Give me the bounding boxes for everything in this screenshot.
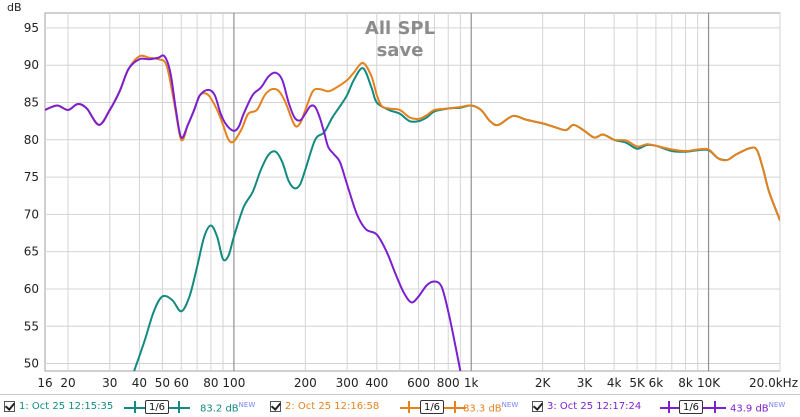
- x-tick-label: 10K: [697, 376, 721, 390]
- series-3-swatch-cap-left: [668, 401, 670, 413]
- y-tick-label: 75: [24, 170, 39, 184]
- y-tick-label: 70: [24, 207, 39, 221]
- y-unit-label: dB: [7, 1, 22, 14]
- y-axis-ticks: 50 55 60 65 70 75 80 85 90 95: [24, 21, 39, 371]
- y-tick-label: 60: [24, 282, 39, 296]
- series-2-level: 83.3 dBNEW: [463, 401, 519, 415]
- series-2-smoothing-button[interactable]: 1/6: [420, 400, 444, 414]
- major-grid: [233, 13, 710, 371]
- x-tick-label: 5K: [629, 376, 646, 390]
- legend-bar: 1: Oct 25 12:15:35 1/6 83.2 dBNEW 2: Oct…: [0, 394, 800, 417]
- series-2-name: 2: Oct 25 12:16:58: [285, 401, 380, 412]
- x-tick-label: 50: [155, 376, 170, 390]
- chart-subtitle: save: [377, 40, 424, 61]
- x-tick-label: 8k: [678, 376, 693, 390]
- series-1-level: 83.2 dBNEW: [200, 401, 256, 415]
- x-tick-label: 1k: [464, 376, 479, 390]
- series-3-level: 43.9 dBNEW: [730, 401, 786, 415]
- y-tick-label: 50: [24, 357, 39, 371]
- x-tick-label: 60: [174, 376, 189, 390]
- y-tick-label: 80: [24, 133, 39, 147]
- series-2-swatch-cap-left: [408, 401, 410, 413]
- y-tick-label: 90: [24, 58, 39, 72]
- series-3-checkbox[interactable]: [532, 401, 543, 412]
- x-tick-label: 20.0kHz: [749, 376, 798, 390]
- x-tick-label: 3K: [577, 376, 594, 390]
- x-tick-label: 4k: [607, 376, 622, 390]
- x-tick-label: 2K: [535, 376, 552, 390]
- x-tick-label: 400: [365, 376, 388, 390]
- series-1-smoothing-button[interactable]: 1/6: [145, 400, 169, 414]
- x-tick-label: 40: [132, 376, 147, 390]
- x-tick-label: 200: [294, 376, 317, 390]
- series-1-swatch-cap-left: [134, 401, 136, 413]
- spl-chart: 50 55 60 65 70 75 80 85 90 95 16 20 30 40 50 60 80 100 20…: [7, 1, 798, 390]
- x-tick-label: 600: [407, 376, 430, 390]
- series-3-smoothing-button[interactable]: 1/6: [679, 400, 703, 414]
- x-tick-label: 30: [102, 376, 117, 390]
- x-tick-label: 80: [203, 376, 218, 390]
- legend-item-2[interactable]: 2: Oct 25 12:16:58 1/6 83.3 dBNEW: [270, 397, 530, 416]
- x-tick-label: 800: [437, 376, 460, 390]
- x-tick-label: 100: [222, 376, 245, 390]
- y-tick-label: 85: [24, 96, 39, 110]
- x-tick-label: 16: [37, 376, 52, 390]
- chart-title: All SPL: [365, 18, 435, 39]
- series-1-checkbox[interactable]: [4, 401, 15, 412]
- minor-grid: [45, 13, 781, 371]
- series-3-swatch-cap-right: [714, 401, 716, 413]
- x-tick-label: 6k: [649, 376, 664, 390]
- series-3-line: [45, 54, 462, 371]
- y-tick-label: 65: [24, 245, 39, 259]
- y-tick-label: 55: [24, 319, 39, 333]
- x-axis-ticks: 16 20 30 40 50 60 80 100 200 300 400 600 800 1k 2K 3K 4k…: [37, 376, 798, 390]
- series-2-checkbox[interactable]: [270, 401, 281, 412]
- x-tick-label: 20: [60, 376, 75, 390]
- legend-item-1[interactable]: 1: Oct 25 12:15:35 1/6 83.2 dBNEW: [4, 397, 264, 416]
- y-tick-label: 95: [24, 21, 39, 35]
- series-1-swatch-cap-right: [178, 401, 180, 413]
- series-layer: [45, 54, 780, 371]
- x-tick-label: 300: [336, 376, 359, 390]
- series-2-swatch-cap-right: [454, 401, 456, 413]
- plot-area: [44, 12, 781, 372]
- series-1-name: 1: Oct 25 12:15:35: [19, 401, 114, 412]
- legend-item-3[interactable]: 3: Oct 25 12:17:24 1/6 43.9 dBNEW: [532, 397, 798, 416]
- series-3-name: 3: Oct 25 12:17:24: [547, 401, 642, 412]
